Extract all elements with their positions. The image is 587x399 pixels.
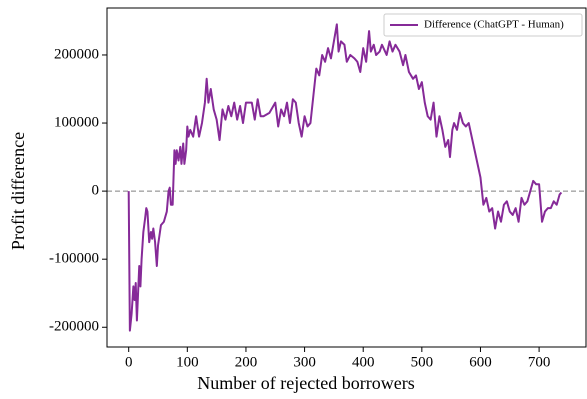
x-tick-label: 700 [528, 354, 551, 370]
y-axis-label: Profit difference [8, 132, 28, 250]
x-tick-label: 100 [176, 354, 199, 370]
legend: Difference (ChatGPT - Human) [383, 13, 583, 37]
legend-box [383, 13, 583, 37]
x-tick-label: 500 [411, 354, 434, 370]
y-tick-label: -200000 [49, 319, 99, 335]
data-line [127, 23, 563, 332]
y-tick-label: 100000 [54, 114, 99, 130]
plot-frame [106, 7, 587, 348]
y-tick-label: 200000 [54, 46, 99, 62]
y-tick-label: 0 [92, 183, 100, 199]
x-tick-label: 600 [469, 354, 492, 370]
x-tick-label: 300 [293, 354, 316, 370]
x-axis-label: Number of rejected borrowers [197, 373, 414, 393]
legend-label: Difference (ChatGPT - Human) [424, 19, 564, 31]
y-tick-label: -100000 [49, 251, 99, 267]
x-tick-label: 400 [352, 354, 375, 370]
x-tick-label: 0 [125, 354, 133, 370]
x-tick-label: 200 [235, 354, 258, 370]
